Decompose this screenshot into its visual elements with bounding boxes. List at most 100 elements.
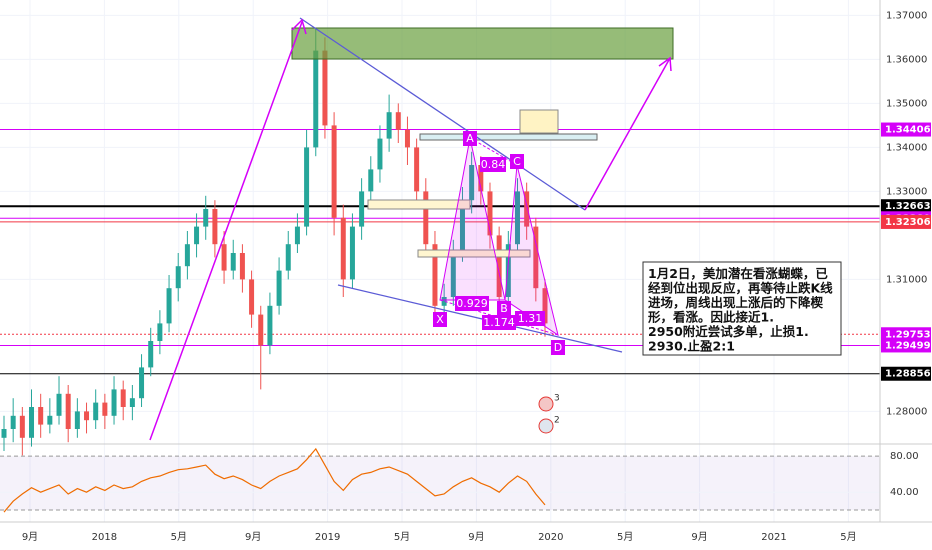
pattern-label: D bbox=[554, 341, 562, 354]
candle-body bbox=[120, 389, 126, 407]
candle-body bbox=[148, 341, 154, 368]
pattern-label-box bbox=[463, 131, 477, 146]
candle-body bbox=[304, 147, 310, 227]
arrow-head bbox=[291, 18, 307, 35]
candle-body bbox=[313, 50, 319, 148]
level-label-box bbox=[881, 366, 931, 381]
x-tick-label: 2020 bbox=[538, 532, 563, 543]
candle-body bbox=[386, 112, 392, 139]
x-tick-label: 5月 bbox=[617, 531, 633, 543]
candle-body bbox=[524, 191, 530, 227]
x-tick-label: 9月 bbox=[468, 531, 484, 543]
candle-body bbox=[423, 191, 429, 245]
candle-body bbox=[395, 112, 401, 130]
wedge-line bbox=[299, 17, 586, 211]
y-tick-label: 1.37000 bbox=[886, 10, 927, 21]
pattern-bcd bbox=[504, 164, 559, 337]
candle-body bbox=[533, 226, 539, 289]
candle-body bbox=[65, 393, 71, 429]
y-tick-label: 1.28000 bbox=[886, 406, 927, 417]
candle-body bbox=[322, 50, 328, 126]
candle-body bbox=[276, 270, 282, 306]
level-label-box bbox=[881, 214, 931, 229]
level-label: 1.29499 bbox=[885, 340, 931, 351]
x-tick-label: 9月 bbox=[22, 531, 38, 543]
pattern-label-box bbox=[433, 312, 447, 327]
candle-body bbox=[331, 125, 337, 218]
candle-body bbox=[496, 235, 502, 297]
candle-body bbox=[514, 191, 520, 245]
level-label-box bbox=[881, 122, 931, 137]
pattern-label: B bbox=[500, 302, 508, 315]
candle-body bbox=[157, 323, 163, 341]
candle-body bbox=[377, 138, 383, 170]
rsi-line bbox=[3, 447, 546, 513]
pattern-label-box bbox=[510, 154, 524, 169]
candle-body bbox=[340, 217, 346, 280]
candle-body bbox=[258, 314, 264, 346]
event-count: 3 bbox=[554, 394, 560, 404]
candle-body bbox=[368, 169, 374, 192]
level-label: 1.34406 bbox=[885, 125, 931, 136]
zone bbox=[419, 133, 598, 141]
x-tick-label: 2019 bbox=[315, 532, 340, 543]
arrow-head bbox=[658, 56, 672, 72]
pattern-label-box bbox=[515, 311, 545, 326]
y-tick-label: 1.33000 bbox=[886, 186, 927, 197]
candle-body bbox=[230, 253, 236, 271]
arrow bbox=[149, 21, 303, 441]
candle-body bbox=[139, 367, 145, 399]
pattern-label-box bbox=[551, 340, 565, 355]
candle-body bbox=[221, 244, 227, 271]
candle-body bbox=[469, 165, 475, 201]
candle-body bbox=[349, 226, 355, 280]
pattern-label: 1.174 bbox=[483, 316, 515, 329]
candle-body bbox=[459, 200, 465, 253]
pattern-label: C bbox=[513, 155, 521, 168]
pattern-label-box bbox=[497, 301, 511, 316]
x-tick-label: 5月 bbox=[394, 531, 410, 543]
candles bbox=[1, 28, 548, 513]
candle-body bbox=[542, 288, 548, 324]
x-tick-label: 9月 bbox=[691, 531, 707, 543]
candle-body bbox=[249, 279, 255, 315]
level-label-box bbox=[881, 199, 931, 214]
underlay bbox=[0, 0, 932, 522]
annotation-line: 经到位出现反应，再等待止跌K线 bbox=[648, 281, 833, 296]
candle-body bbox=[359, 191, 365, 227]
level-label: 1.28856 bbox=[885, 369, 931, 380]
level-label-box bbox=[881, 327, 931, 342]
level-label-box bbox=[881, 338, 931, 353]
x-tick-label: 5月 bbox=[171, 531, 187, 543]
candle-body bbox=[10, 415, 16, 429]
pattern-label: X bbox=[436, 313, 444, 326]
candle-body bbox=[175, 266, 181, 289]
candle-body bbox=[294, 226, 300, 245]
level-label: 1.29753 bbox=[885, 329, 931, 340]
candle-body bbox=[487, 191, 493, 236]
x-tick-label: 2018 bbox=[92, 532, 117, 543]
candle-body bbox=[285, 244, 291, 271]
candle-body bbox=[19, 415, 25, 438]
drawings: A 0.84 C 0.929 B X 1.174 1.31 D 1月2日，美加潜… bbox=[149, 17, 842, 441]
event-count: 2 bbox=[554, 416, 560, 426]
annotation-line: 2930.止盈2:1 bbox=[648, 339, 735, 354]
candle-body bbox=[505, 244, 511, 297]
y-tick-label: 1.36000 bbox=[886, 54, 927, 65]
x-tick-label: 2021 bbox=[761, 532, 786, 543]
candle-body bbox=[84, 411, 90, 421]
candle-body bbox=[29, 407, 35, 438]
candle-body bbox=[38, 407, 44, 425]
candle-body bbox=[478, 165, 484, 192]
candle-body bbox=[102, 402, 108, 416]
pattern-label-box bbox=[455, 296, 489, 311]
zone bbox=[367, 199, 471, 210]
zone bbox=[519, 109, 559, 134]
candle-body bbox=[74, 411, 80, 429]
candle-body bbox=[56, 393, 62, 416]
level-label: 1.32663 bbox=[885, 201, 931, 212]
candle-body bbox=[441, 297, 447, 306]
x-tick-label: 9月 bbox=[245, 531, 261, 543]
